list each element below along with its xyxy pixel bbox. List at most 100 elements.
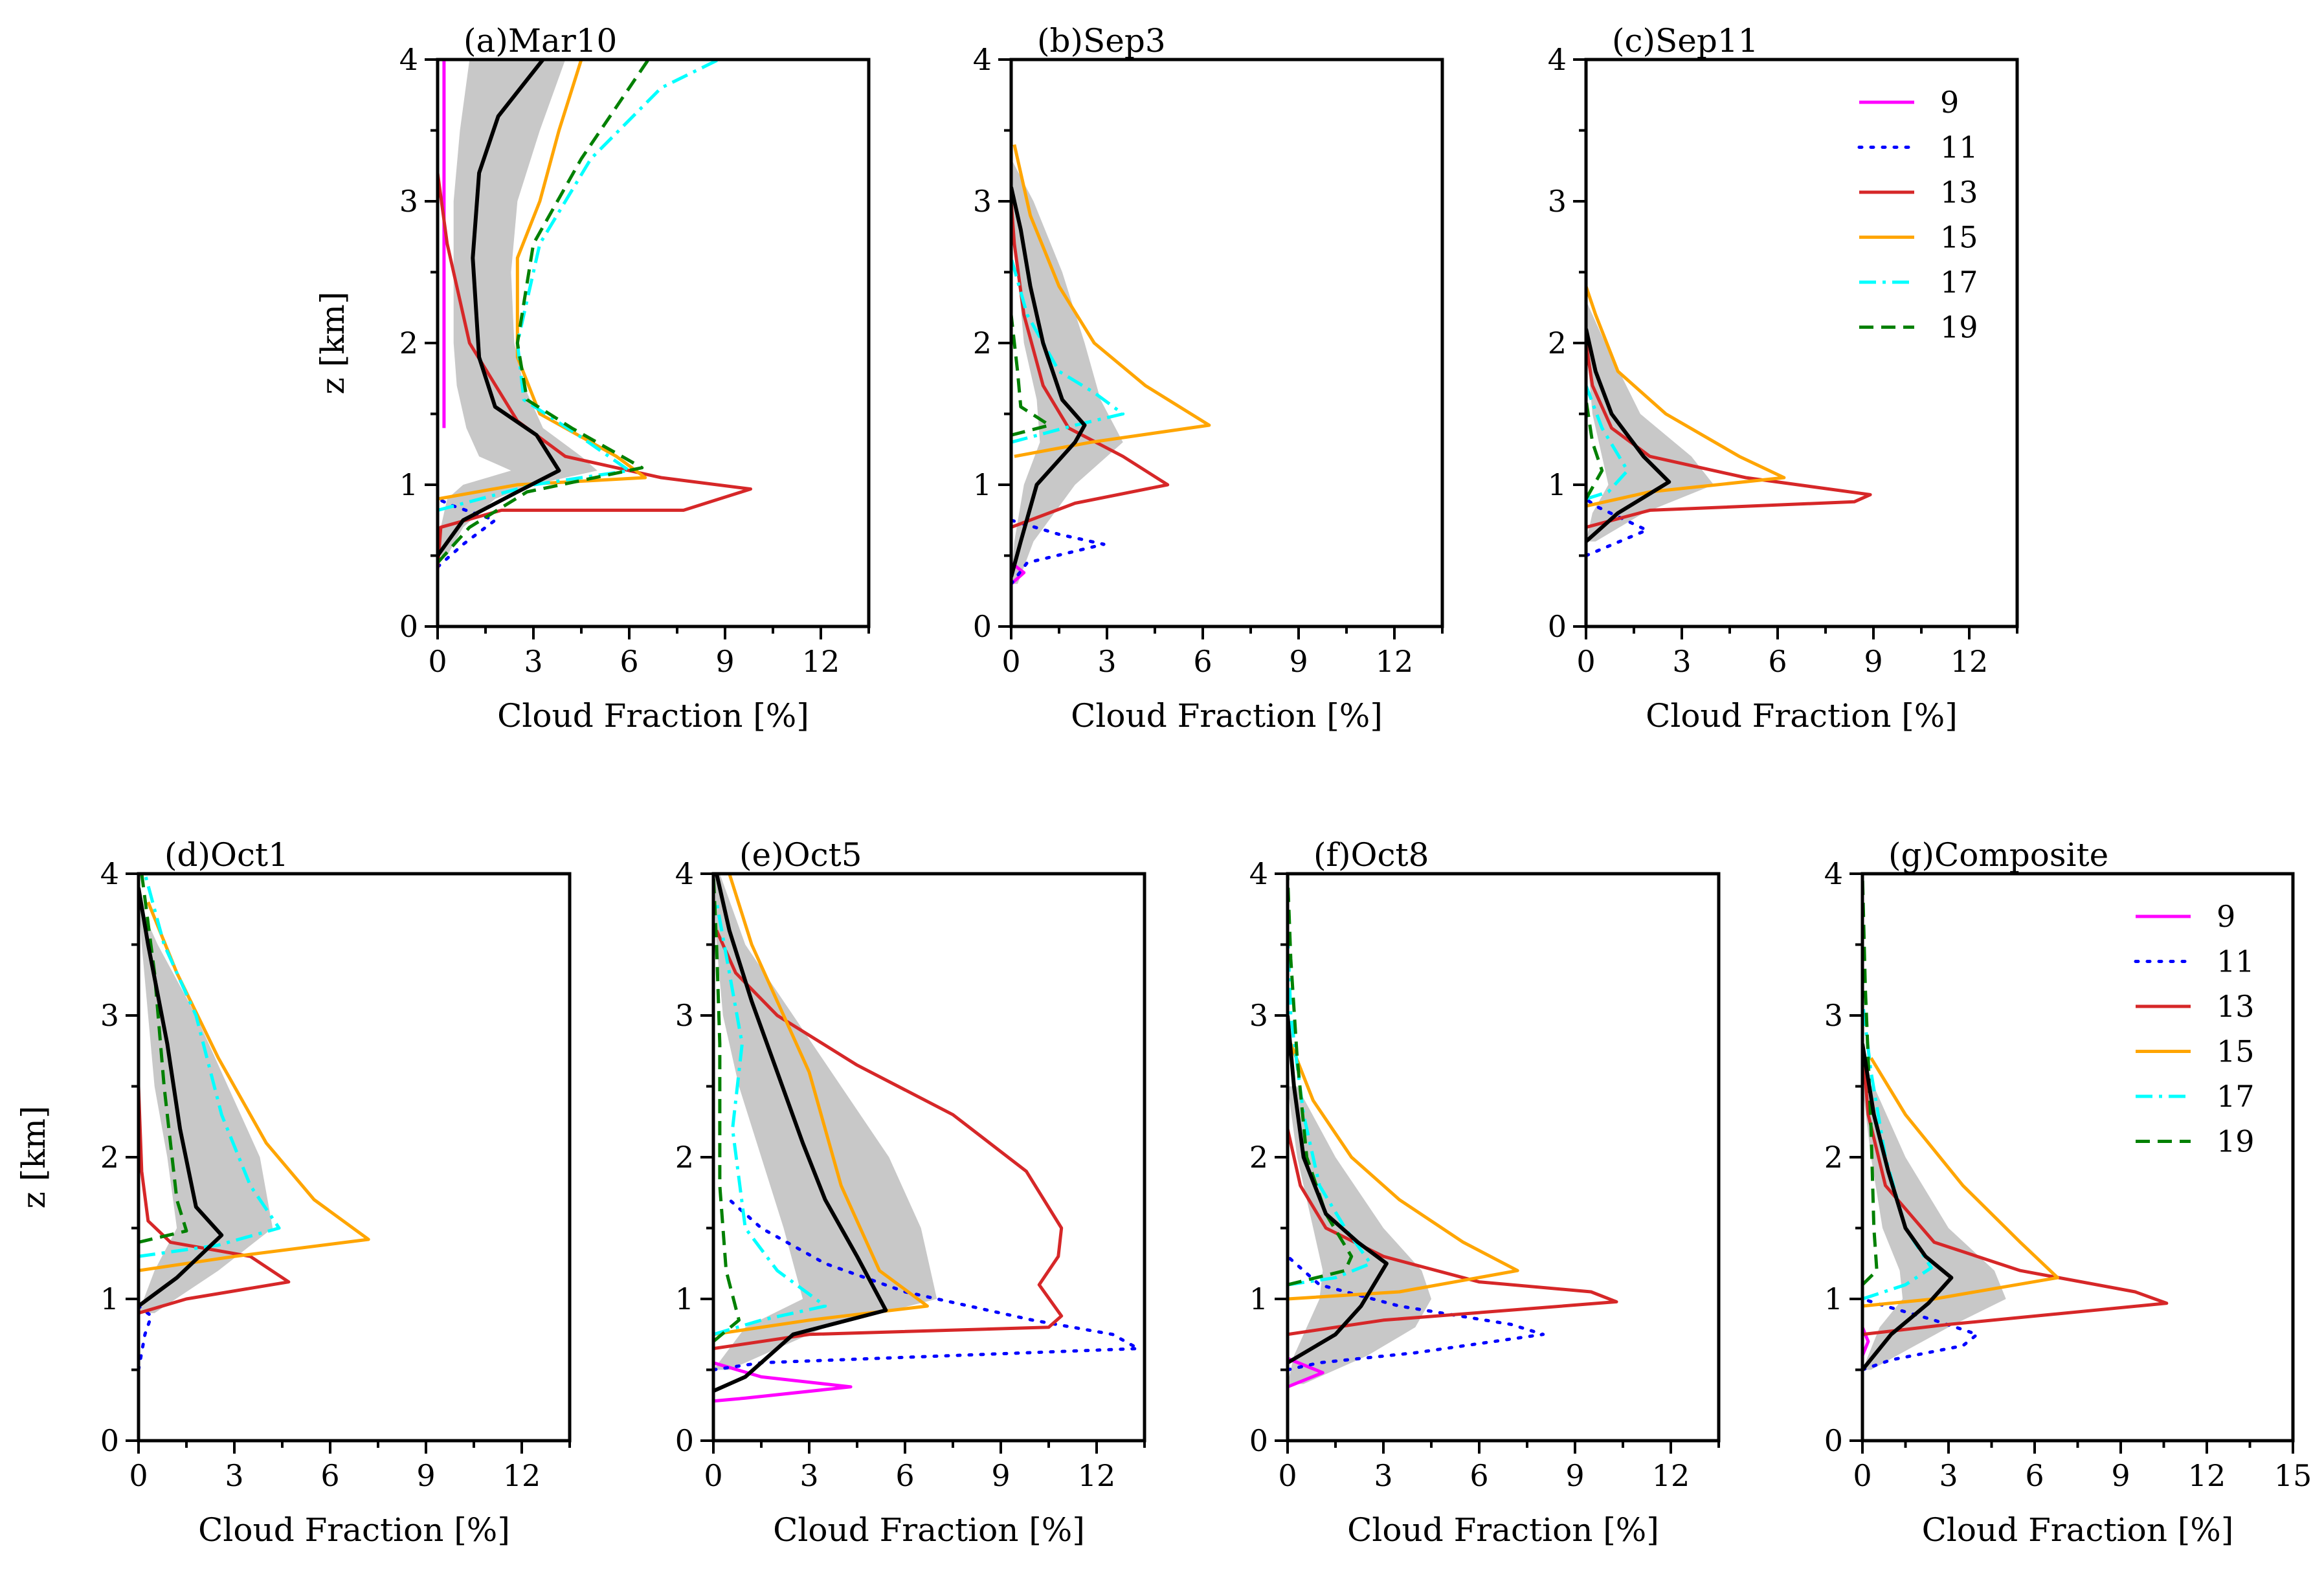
plot-area [1288, 874, 1618, 1389]
y-tick-label: 2 [1824, 1140, 1843, 1175]
y-tick-label: 0 [100, 1423, 119, 1458]
series-line-17 [438, 60, 720, 512]
x-tick-label: 15 [2274, 1458, 2312, 1493]
y-tick-label: 2 [1548, 326, 1567, 360]
x-tick-label: 3 [799, 1458, 818, 1493]
x-axis-label: Cloud Fraction [%] [1922, 1511, 2234, 1549]
legend-label: 13 [1940, 175, 1978, 210]
plot-area [1011, 144, 1211, 586]
series-line-13 [139, 1086, 291, 1315]
legend-label: 17 [2217, 1079, 2255, 1114]
spread-band [713, 874, 937, 1370]
series-line-13 [713, 929, 1064, 1351]
y-tick-label: 3 [1548, 184, 1567, 219]
spread-band [139, 902, 273, 1313]
x-tick-label: 9 [1565, 1458, 1584, 1493]
y-tick-label: 1 [675, 1281, 694, 1316]
x-tick-label: 3 [1374, 1458, 1392, 1493]
x-axis-label: Cloud Fraction [%] [1071, 697, 1383, 735]
x-axis-label: Cloud Fraction [%] [1646, 697, 1958, 735]
plot-area [438, 60, 752, 570]
y-tick-label: 3 [1249, 998, 1268, 1033]
x-tick-label: 0 [1278, 1458, 1297, 1493]
spread-band [1011, 159, 1123, 584]
panel-title: (e)Oct5 [739, 836, 862, 874]
x-tick-label: 0 [1001, 644, 1020, 679]
spread-band [1862, 1086, 2006, 1370]
legend-label: 15 [2217, 1034, 2255, 1069]
series-line-17 [1586, 384, 1629, 501]
x-tick-label: 0 [1853, 1458, 1871, 1493]
x-axis-label: Cloud Fraction [%] [773, 1511, 1085, 1549]
series-line-15 [713, 874, 929, 1336]
x-tick-label: 3 [524, 644, 542, 679]
panel-title: (d)Oct1 [164, 836, 289, 874]
series-line-15 [438, 60, 647, 501]
legend-label: 15 [1940, 220, 1978, 255]
y-tick-label: 3 [100, 998, 119, 1033]
x-axis-label: Cloud Fraction [%] [198, 1511, 510, 1549]
x-tick-label: 12 [1950, 644, 1989, 679]
x-tick-label: 6 [895, 1458, 914, 1493]
x-tick-label: 9 [715, 644, 734, 679]
y-tick-label: 0 [1824, 1423, 1843, 1458]
series-line-mean [438, 60, 561, 557]
y-tick-label: 3 [675, 998, 694, 1033]
series-line-17 [139, 874, 281, 1258]
x-tick-label: 3 [225, 1458, 243, 1493]
x-tick-label: 0 [1576, 644, 1595, 679]
y-tick-label: 2 [1249, 1140, 1268, 1175]
series-line-13 [1288, 1128, 1618, 1336]
series-line-19 [1586, 399, 1604, 500]
y-tick-label: 3 [399, 184, 418, 219]
x-tick-label: 0 [428, 644, 447, 679]
series-line-mean [1011, 186, 1087, 578]
series-line-13 [1586, 342, 1872, 529]
y-tick-label: 2 [100, 1140, 119, 1175]
y-tick-label: 4 [1548, 42, 1567, 77]
legend: 9 11 13 15 17 19 [1857, 85, 1978, 345]
x-tick-label: 9 [2111, 1458, 2130, 1493]
x-axis-label: Cloud Fraction [%] [1347, 1511, 1659, 1549]
y-axis-label: z [km] [15, 1106, 52, 1209]
series-line-19 [139, 874, 188, 1244]
x-tick-label: 0 [704, 1458, 722, 1493]
x-tick-label: 0 [129, 1458, 148, 1493]
x-tick-label: 6 [2025, 1458, 2044, 1493]
y-tick-label: 3 [973, 184, 992, 219]
series-line-9 [1288, 1357, 1324, 1389]
y-tick-label: 0 [399, 609, 418, 644]
y-tick-label: 2 [973, 326, 992, 360]
legend-label: 9 [2217, 899, 2235, 934]
series-line-11 [1011, 518, 1106, 586]
x-tick-label: 3 [1672, 644, 1691, 679]
panel-title: (c)Sep11 [1612, 22, 1759, 60]
series-line-19 [438, 60, 650, 564]
series-line-19 [713, 874, 741, 1343]
series-line-13 [1862, 1043, 2169, 1336]
plot-area [1586, 285, 1872, 557]
y-tick-label: 2 [399, 326, 418, 360]
x-tick-label: 9 [416, 1458, 435, 1493]
legend: 9 11 13 15 17 19 [2134, 899, 2255, 1159]
series-line-11 [713, 1198, 1140, 1371]
series-line-11 [139, 1304, 153, 1371]
series-line-17 [713, 902, 827, 1336]
x-tick-label: 12 [1078, 1458, 1116, 1493]
legend-label: 11 [1940, 130, 1978, 165]
legend-label: 19 [1940, 310, 1978, 345]
x-tick-label: 6 [1768, 644, 1787, 679]
x-tick-label: 3 [1939, 1458, 1958, 1493]
plot-area [713, 874, 1140, 1403]
x-tick-label: 9 [1289, 644, 1308, 679]
series-line-mean [1288, 1015, 1389, 1365]
y-tick-label: 0 [675, 1423, 694, 1458]
spread-band [1288, 1086, 1431, 1384]
